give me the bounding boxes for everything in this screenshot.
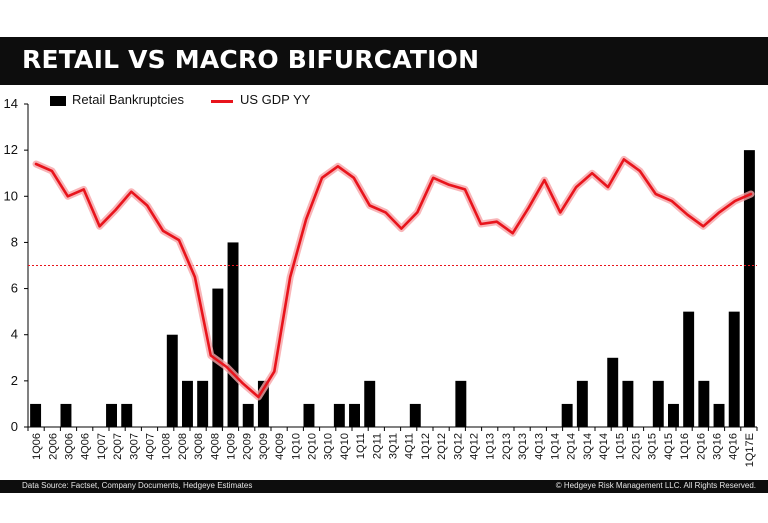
- bar: [349, 403, 360, 427]
- legend: Retail Bankruptcies US GDP YY: [0, 92, 400, 112]
- x-tick-label: 2Q16: [695, 433, 707, 460]
- legend-bars-label: Retail Bankruptcies: [72, 92, 184, 107]
- x-tick-label: 1Q16: [679, 433, 691, 460]
- x-tick-label: 3Q10: [323, 433, 335, 460]
- title-bar: RETAIL VS MACRO BIFURCATION: [0, 37, 768, 85]
- x-tick-label: 3Q12: [452, 433, 464, 460]
- bar: [743, 150, 755, 427]
- footer-bar: Data Source: Factset, Company Documents,…: [0, 480, 768, 493]
- bar: [455, 380, 467, 427]
- y-tick-label: 12: [4, 142, 18, 157]
- x-tick-label: 2Q14: [566, 433, 578, 460]
- x-tick-label: 3Q13: [517, 433, 529, 460]
- x-tick-label: 2Q12: [436, 433, 448, 460]
- bar: [713, 403, 725, 427]
- y-tick-label: 14: [4, 96, 18, 111]
- x-tick-label: 2Q15: [631, 433, 643, 460]
- bar: [622, 380, 634, 427]
- bar: [121, 403, 133, 427]
- bar: [303, 403, 315, 427]
- x-tick-label: 3Q11: [388, 433, 400, 459]
- bar: [257, 380, 269, 427]
- x-tick-label: 4Q12: [469, 433, 481, 460]
- x-tick-label: 4Q06: [80, 433, 92, 460]
- bar: [683, 311, 695, 427]
- x-tick-label: 2Q11: [371, 433, 383, 459]
- x-tick-label: 1Q07: [96, 433, 108, 460]
- y-tick-label: 4: [11, 327, 18, 342]
- x-tick-label: 4Q13: [533, 433, 545, 460]
- bar: [652, 380, 664, 427]
- x-tick-label: 4Q14: [598, 433, 610, 460]
- y-tick-label: 2: [11, 373, 18, 388]
- y-tick-label: 6: [11, 281, 18, 296]
- gdp-line-glow: [32, 155, 755, 401]
- bar: [561, 403, 573, 427]
- x-tick-label: 1Q09: [226, 433, 238, 460]
- bar: [576, 380, 588, 427]
- x-tick-label: 4Q11: [404, 433, 416, 459]
- x-tick-label: 2Q13: [501, 433, 513, 460]
- x-tick-label: 3Q14: [582, 433, 594, 460]
- x-tick-label: 1Q11: [355, 433, 367, 459]
- x-tick-label: 2Q09: [242, 433, 254, 460]
- x-tick-label: 4Q07: [145, 433, 157, 460]
- x-tick-label: 4Q08: [209, 433, 221, 460]
- bar: [106, 403, 117, 427]
- bar: [197, 380, 209, 427]
- bar: [728, 311, 740, 427]
- bar: [607, 357, 619, 427]
- bar: [227, 242, 239, 427]
- bar: [242, 403, 254, 427]
- y-tick-label: 10: [4, 188, 18, 203]
- x-tick-label: 4Q16: [728, 433, 740, 460]
- bar: [668, 403, 679, 427]
- x-tick-label: 3Q09: [258, 433, 270, 460]
- legend-line-swatch: [211, 100, 233, 103]
- footer-source: Data Source: Factset, Company Documents,…: [22, 481, 253, 490]
- gdp-line: [34, 158, 753, 399]
- legend-line-label: US GDP YY: [240, 92, 311, 107]
- bar: [182, 380, 193, 427]
- x-tick-label: 2Q06: [47, 433, 59, 460]
- footer-copyright: © Hedgeye Risk Management LLC. All Right…: [555, 481, 756, 490]
- x-tick-label: 3Q16: [712, 433, 724, 460]
- legend-bar-swatch: [50, 96, 66, 106]
- bar: [60, 403, 72, 427]
- x-tick-label: 1Q12: [420, 433, 432, 460]
- x-tick-label: 3Q15: [647, 433, 659, 460]
- x-tick-label: 4Q09: [274, 433, 286, 460]
- bar: [30, 403, 42, 427]
- y-tick-label: 8: [11, 234, 18, 249]
- x-tick-label: 1Q13: [485, 433, 497, 460]
- x-tick-label: 4Q10: [339, 433, 351, 460]
- x-tick-label: 3Q06: [64, 433, 76, 460]
- bar: [364, 380, 376, 427]
- x-tick-label: 3Q08: [193, 433, 205, 460]
- chart-title: RETAIL VS MACRO BIFURCATION: [22, 45, 480, 74]
- x-tick-label: 1Q17E: [744, 433, 756, 467]
- x-tick-label: 2Q08: [177, 433, 189, 460]
- x-tick-label: 2Q07: [112, 433, 124, 460]
- bar: [698, 380, 710, 427]
- x-tick-label: 4Q15: [663, 433, 675, 460]
- y-tick-label: 0: [11, 419, 18, 434]
- x-tick-label: 2Q10: [307, 433, 319, 460]
- x-tick-label: 3Q07: [128, 433, 140, 460]
- bar: [166, 334, 178, 427]
- bar: [333, 403, 345, 427]
- bar: [409, 403, 421, 427]
- x-tick-label: 1Q10: [290, 433, 302, 460]
- x-tick-label: 1Q06: [31, 433, 43, 460]
- x-tick-label: 1Q15: [614, 433, 626, 460]
- x-tick-label: 1Q08: [161, 433, 173, 460]
- x-tick-label: 1Q14: [550, 433, 562, 460]
